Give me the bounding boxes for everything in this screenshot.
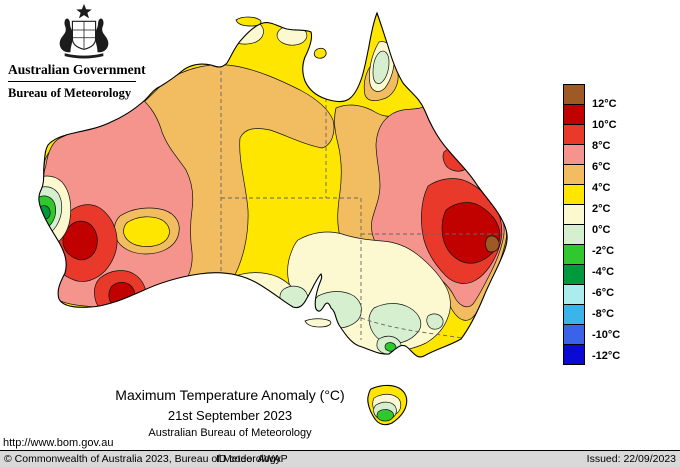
legend-swatch-zero [563,204,585,225]
tasmania-coastline [367,384,408,426]
legend-swatch-minus8 [563,284,585,305]
legend-swatch-plus2 [563,184,585,205]
government-title: Australian Government [8,62,146,77]
legend-label: 0°C [592,224,611,236]
legend-swatch-plus8 [563,124,585,145]
mainland-coastline [38,11,508,358]
legend-swatch-minus4 [563,244,585,265]
legend-swatch-minus12 [563,324,585,345]
kangaroo-island [304,318,332,328]
region-minus2-nsw [426,313,444,330]
legend-swatch-column [563,84,585,365]
legend-label: -10°C [592,329,621,341]
region-plus12-qld [485,235,500,253]
issued-text: Issued: 22/09/2023 [586,453,676,465]
legend-label: 12°C [592,98,617,110]
mainland-regions [38,13,508,358]
legend-swatch-minus6 [563,264,585,285]
state-borders [220,64,504,340]
coat-of-arms-icon [59,3,109,59]
header: Australian Government Bureau of Meteorol… [8,2,160,101]
region-plus2-wa-island [123,216,170,247]
legend-label: -2°C [592,245,615,257]
id-code-text: ID code: AWAP [216,453,288,465]
border-nsw-vic [360,317,463,339]
status-bar: © Commonwealth of Australia 2023, Bureau… [0,450,680,467]
kangaroo-icon [59,18,74,53]
bom-url: http://www.bom.gov.au [3,437,114,449]
legend-swatch-plus4 [563,164,585,185]
legend-label: 2°C [592,203,611,215]
melville-island [235,16,262,27]
header-divider [8,81,136,82]
legend-label: -4°C [592,266,615,278]
legend-swatch-minus2 [563,224,585,245]
legend-swatch-below12 [563,344,585,365]
shield-quarters-icon [72,21,96,49]
region-plus10-wa-north [62,220,98,261]
region-tas-minus4 [376,409,394,422]
scroll-icon [64,53,104,59]
legend-label: -8°C [592,308,615,320]
region-zero-arnhem [276,25,308,46]
map-subtitle: Australian Bureau of Meteorology [148,427,312,439]
region-minus2-vic-nsw [368,303,422,344]
legend-label: 10°C [592,119,617,131]
map-date: 21st September 2023 [167,408,293,423]
region-minus2-capeyork [372,50,390,84]
legend-label: -12°C [592,350,621,362]
legend-label: 8°C [592,140,611,152]
commonwealth-star-icon [76,3,92,19]
legend-swatch-plus12 [563,84,585,105]
bureau-title: Bureau of Meteorology [8,86,132,100]
legend-swatch-plus6 [563,144,585,165]
map-title: Maximum Temperature Anomaly (°C) [115,387,345,403]
emu-icon [94,18,109,53]
copyright-text: © Commonwealth of Australia 2023, Bureau… [4,453,281,465]
legend-label: -6°C [592,287,615,299]
legend-swatch-plus10 [563,104,585,125]
legend-label: 6°C [592,161,611,173]
map-titles: Maximum Temperature Anomaly (°C) 21st Se… [55,387,405,439]
groote-island [313,47,327,59]
legend-swatch-minus10 [563,304,585,325]
legend-label: 4°C [592,182,611,194]
